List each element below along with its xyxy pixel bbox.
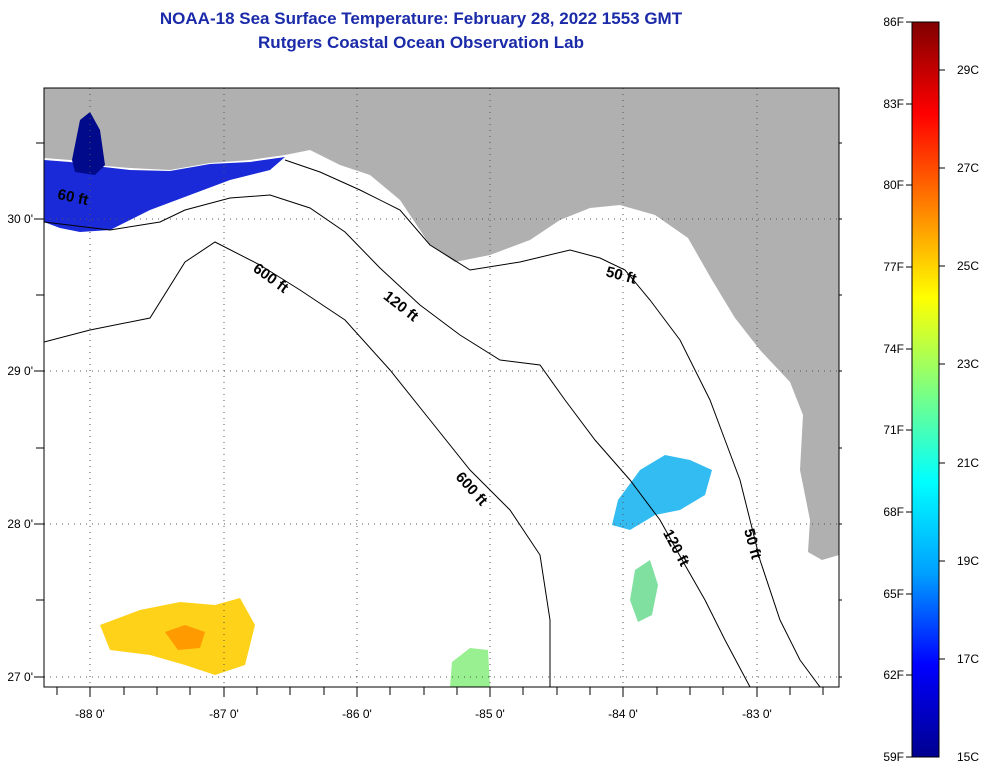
- c-label-7: 15C: [957, 750, 979, 764]
- lat-label-1: 29 0': [7, 364, 33, 378]
- contour-120-line: [44, 194, 751, 687]
- f-label-8: 62F: [883, 668, 904, 682]
- lon-label-3: -85 0': [475, 707, 505, 721]
- lon-label-1: -87 0': [209, 707, 239, 721]
- axis-ticks: [34, 142, 842, 697]
- c-label-1: 27C: [957, 161, 979, 175]
- c-label-2: 25C: [957, 259, 979, 273]
- title-line-2: Rutgers Coastal Ocean Observation Lab: [258, 33, 584, 52]
- f-label-2: 80F: [883, 178, 904, 192]
- coastal-sst-cold-band: [44, 157, 285, 232]
- f-label-6: 68F: [883, 505, 904, 519]
- c-label-3: 23C: [957, 357, 979, 371]
- land-mass: [44, 88, 839, 560]
- colorbar-gradient: [911, 21, 940, 758]
- c-label-5: 19C: [957, 554, 979, 568]
- contour-600-line: [44, 241, 551, 687]
- sst-patch-south: [450, 648, 490, 687]
- f-label-0: 86F: [883, 15, 904, 29]
- f-label-7: 65F: [883, 587, 904, 601]
- f-label-3: 77F: [883, 260, 904, 274]
- lat-label-2: 28 0': [7, 517, 33, 531]
- contour-50-line: [284, 159, 821, 687]
- c-label-4: 21C: [957, 456, 979, 470]
- lat-label-3: 27 0': [7, 670, 33, 684]
- map-frame: [43, 87, 840, 688]
- f-label-5: 71F: [883, 423, 904, 437]
- lat-label-0: 30 0': [7, 212, 33, 226]
- c-label-0: 29C: [957, 63, 979, 77]
- lon-label-0: -88 0': [75, 707, 105, 721]
- sst-patch-orange: [165, 625, 205, 650]
- sst-patch-green: [630, 560, 658, 622]
- sst-map: -88 0' -87 0' -86 0' -85 0' -84 0' -83 0…: [7, 87, 842, 721]
- lon-label-2: -86 0': [342, 707, 372, 721]
- graticule: [44, 88, 839, 687]
- f-label-9: 59F: [883, 750, 904, 764]
- c-label-6: 17C: [957, 652, 979, 666]
- lon-label-4: -84 0': [608, 707, 638, 721]
- title-line-1: NOAA-18 Sea Surface Temperature: Februar…: [159, 9, 683, 28]
- lon-label-5: -83 0': [742, 707, 772, 721]
- contour-label-60-west: 60 ft: [56, 186, 90, 209]
- bay-sst-patch: [72, 112, 105, 175]
- colorbar: 86F 83F 80F 77F 74F 71F 68F 65F 62F 59F …: [883, 15, 979, 764]
- f-label-1: 83F: [883, 97, 904, 111]
- sst-patch-cyan: [612, 455, 712, 530]
- f-label-4: 74F: [883, 342, 904, 356]
